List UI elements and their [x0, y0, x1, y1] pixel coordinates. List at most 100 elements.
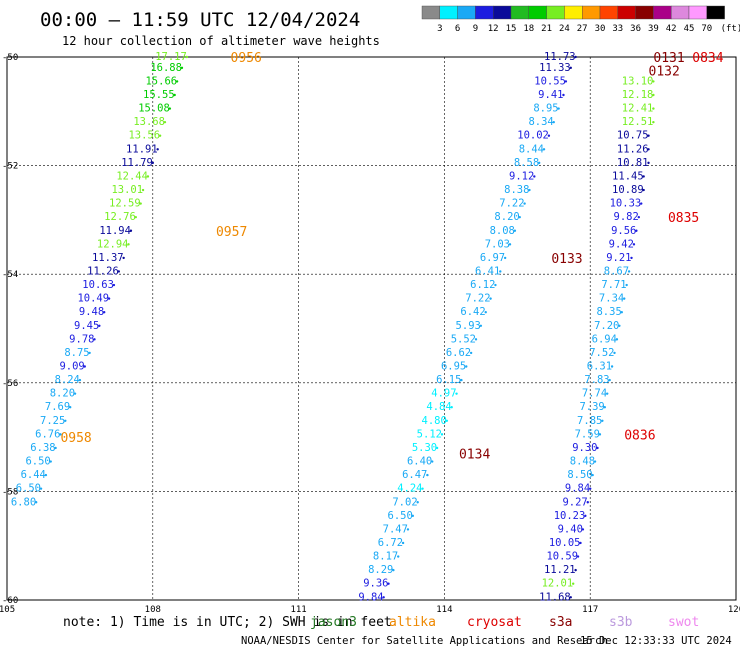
- data-point: [618, 324, 621, 327]
- wave-height-label: 6.94: [592, 333, 617, 345]
- legend-label: 24: [559, 24, 570, 34]
- satellite-legend-s3b: s3b: [609, 615, 633, 630]
- data-point: [156, 148, 159, 151]
- pass-time-label: 0133: [551, 252, 582, 267]
- legend-swatch: [439, 5, 458, 20]
- data-point: [533, 175, 536, 178]
- data-point: [652, 120, 655, 124]
- legend-swatch: [671, 5, 690, 20]
- data-point: [610, 365, 614, 368]
- data-point: [406, 528, 410, 531]
- pass-time-label: 0835: [668, 211, 699, 226]
- wave-height-label: 9.40: [558, 523, 583, 535]
- footer: note: 1) Time is in UTC; 2) SWH is in fe…: [63, 615, 732, 647]
- data-point: [141, 188, 145, 192]
- wave-height-label: 6.50: [388, 510, 413, 522]
- footer-timestamp: 15 Dec 12:33:33 UTC 2024: [580, 635, 732, 647]
- data-point: [571, 582, 575, 585]
- data-point: [569, 66, 572, 70]
- wave-height-label: 6.50: [25, 456, 50, 468]
- data-point: [642, 188, 645, 192]
- satellite-pass: 0133: [551, 252, 582, 267]
- data-point: [88, 351, 91, 355]
- wave-height-label: 8.48: [570, 456, 595, 468]
- wave-height-label: 10.81: [617, 157, 649, 169]
- data-point: [557, 107, 560, 110]
- data-point: [620, 311, 623, 314]
- wave-height-label: 6.50: [16, 483, 41, 495]
- data-point: [494, 283, 497, 287]
- plot-frame: [6, 56, 737, 601]
- data-point: [484, 311, 487, 314]
- data-point: [625, 283, 628, 287]
- wave-height-label: 9.84: [565, 483, 590, 495]
- data-point: [387, 582, 390, 585]
- legend-label: 33: [612, 24, 623, 34]
- data-point: [591, 473, 594, 477]
- data-point: [615, 338, 619, 341]
- data-point: [421, 487, 424, 490]
- legend-label: 6: [455, 24, 460, 34]
- footer-credit: NOAA/NESDIS Center for Satellite Applica…: [241, 635, 608, 647]
- wave-height-label: 16.88: [150, 62, 182, 74]
- wave-height-label: 9.36: [363, 578, 388, 590]
- data-point: [547, 134, 551, 137]
- legend-swatch: [653, 5, 672, 20]
- wave-height-label: 9.30: [572, 442, 597, 454]
- legend-unit: (ft): [721, 24, 740, 34]
- wave-height-label: 12.18: [622, 89, 654, 101]
- legend-swatch: [475, 5, 494, 20]
- data-point: [435, 446, 439, 450]
- data-point: [569, 596, 572, 599]
- wave-height-label: 11.73: [544, 51, 576, 63]
- data-point: [98, 324, 101, 327]
- data-point: [73, 392, 77, 395]
- wave-height-label: 5.12: [417, 428, 442, 440]
- wave-height-label: 12.59: [109, 198, 141, 210]
- data-point: [134, 215, 137, 219]
- data-point: [637, 215, 640, 219]
- y-tick-label: -60: [2, 596, 18, 606]
- wave-height-label: 8.34: [528, 116, 553, 128]
- y-tick-label: -54: [2, 270, 18, 280]
- wave-height-label: 6.72: [378, 537, 403, 549]
- wave-height-label: 10.05: [549, 537, 581, 549]
- wave-height-label: 8.58: [514, 157, 539, 169]
- data-point: [411, 514, 415, 518]
- data-point: [528, 188, 531, 192]
- data-point: [168, 107, 172, 110]
- satellite-legend-altika: altika: [389, 615, 436, 630]
- wave-height-label: 17.17: [155, 51, 187, 63]
- data-point: [382, 596, 385, 599]
- legend-label: 45: [684, 24, 695, 34]
- data-point: [598, 433, 602, 436]
- data-point: [397, 555, 400, 558]
- legend-label: 42: [666, 24, 677, 34]
- wave-height-label: 11.91: [126, 143, 158, 155]
- legend-label: 9: [473, 24, 478, 34]
- wave-height-label: 7.85: [577, 415, 602, 427]
- data-point: [445, 419, 449, 423]
- wave-height-label: 7.25: [40, 415, 65, 427]
- wave-height-label: 9.42: [609, 238, 634, 250]
- wave-height-label: 7.22: [465, 293, 490, 305]
- wave-height-label: 7.69: [45, 401, 70, 413]
- satellite-legend-jason3: jason3: [310, 615, 357, 630]
- wave-height-label: 6.38: [30, 442, 55, 454]
- wave-height-label: 7.03: [485, 238, 510, 250]
- data-point: [652, 80, 655, 83]
- data-point: [68, 406, 72, 409]
- data-point: [508, 243, 512, 246]
- wave-height-label: 8.24: [55, 374, 80, 386]
- data-point: [78, 378, 82, 382]
- data-point: [129, 229, 133, 232]
- legend-swatch: [528, 5, 547, 20]
- wave-height-label: 6.15: [436, 374, 461, 386]
- data-point: [635, 229, 638, 232]
- wave-height-label: 7.74: [582, 388, 607, 400]
- data-point: [574, 568, 577, 572]
- data-point: [606, 392, 609, 395]
- data-point: [623, 297, 626, 300]
- footer-note: note: 1) Time is in UTC; 2) SWH is in fe…: [63, 615, 392, 630]
